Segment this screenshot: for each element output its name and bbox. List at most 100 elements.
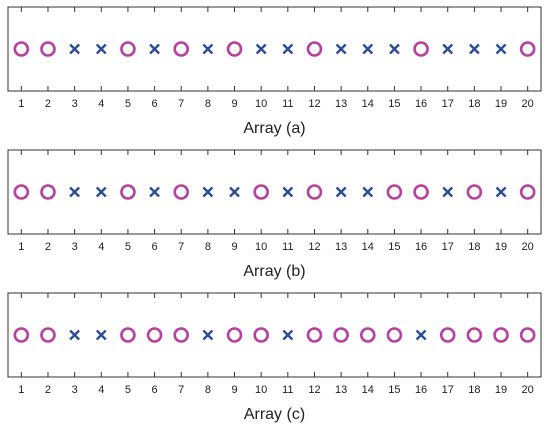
cross-marker — [335, 186, 347, 198]
x-tick-label: 17 — [442, 384, 454, 396]
cross-marker — [389, 43, 400, 55]
x-tick-label: 12 — [308, 384, 320, 396]
plot-frame — [7, 6, 542, 92]
x-tick-label: 13 — [335, 384, 347, 396]
x-tick-label: 19 — [495, 241, 507, 253]
x-axis-label: Array (a) — [243, 120, 305, 137]
x-tick-label: 16 — [415, 98, 427, 110]
x-tick-label: 18 — [468, 241, 480, 253]
cross-marker — [495, 186, 507, 198]
x-tick-label: 4 — [98, 384, 104, 396]
circle-marker — [306, 41, 323, 57]
cross-marker — [229, 186, 240, 198]
cross-marker — [282, 186, 294, 198]
x-tick-label: 20 — [522, 384, 534, 396]
x-tick-label: 2 — [45, 241, 51, 253]
x-tick-label: 19 — [495, 384, 507, 396]
cross-marker — [95, 329, 107, 341]
x-tick-label: 16 — [415, 384, 427, 396]
x-tick-label: 1 — [18, 241, 24, 253]
x-tick-label: 5 — [125, 241, 131, 253]
circle-marker — [333, 327, 349, 343]
x-tick-label: 5 — [125, 98, 131, 110]
circle-marker — [386, 184, 403, 200]
x-tick-label: 9 — [231, 384, 237, 396]
cross-marker — [95, 186, 107, 198]
cross-marker — [69, 43, 80, 55]
plot-frame — [7, 149, 542, 235]
circle-marker — [173, 327, 190, 343]
x-tick-label: 11 — [282, 98, 293, 110]
circle-marker — [493, 327, 509, 343]
x-tick-label: 4 — [98, 98, 104, 110]
cross-marker — [69, 186, 80, 198]
cross-marker — [282, 43, 294, 55]
x-tick-label: 9 — [231, 98, 237, 110]
plot-frame — [7, 292, 542, 378]
cross-marker — [69, 329, 80, 341]
x-tick-label: 11 — [282, 384, 293, 396]
x-tick-label: 10 — [255, 98, 267, 110]
x-tick-label: 8 — [205, 98, 211, 110]
circle-marker — [13, 184, 30, 200]
x-tick-label: 14 — [362, 98, 374, 110]
x-tick-label: 8 — [205, 241, 211, 253]
cross-marker — [442, 43, 454, 55]
cross-marker — [335, 43, 347, 55]
circle-marker — [466, 327, 483, 343]
x-tick-label: 20 — [522, 98, 534, 110]
x-tick-label: 11 — [282, 241, 293, 253]
x-tick-label: 17 — [442, 241, 454, 253]
x-tick-label: 3 — [72, 98, 78, 110]
circle-marker — [253, 184, 269, 200]
circle-marker — [226, 41, 243, 57]
x-tick-label: 10 — [255, 241, 267, 253]
x-tick-label: 4 — [98, 241, 104, 253]
circle-marker — [13, 327, 30, 343]
x-tick-label: 12 — [308, 241, 320, 253]
x-axis-label: Array (b) — [243, 263, 305, 280]
x-tick-label: 14 — [362, 384, 374, 396]
x-axis-label: Array (c) — [244, 406, 305, 423]
cross-marker — [415, 329, 427, 341]
cross-marker — [469, 43, 480, 55]
x-tick-label: 13 — [335, 98, 347, 110]
x-tick-label: 10 — [255, 384, 267, 396]
x-tick-label: 9 — [231, 241, 237, 253]
x-tick-label: 15 — [388, 98, 400, 110]
x-tick-label: 2 — [45, 98, 51, 110]
x-tick-label: 3 — [72, 384, 78, 396]
circle-marker — [466, 184, 483, 200]
circle-marker — [439, 327, 456, 343]
x-tick-label: 1 — [18, 384, 24, 396]
cross-marker — [362, 43, 374, 55]
cross-marker — [442, 186, 454, 198]
cross-marker — [255, 43, 267, 55]
x-tick-label: 18 — [468, 98, 480, 110]
x-tick-label: 20 — [522, 241, 534, 253]
circle-marker — [253, 327, 269, 343]
circle-marker — [40, 327, 56, 343]
cross-marker — [495, 43, 507, 55]
x-tick-label: 15 — [388, 384, 400, 396]
x-tick-label: 15 — [388, 241, 400, 253]
x-tick-label: 6 — [152, 241, 158, 253]
circle-marker — [359, 327, 376, 343]
circle-marker — [120, 184, 136, 200]
x-tick-label: 1 — [18, 98, 24, 110]
x-tick-label: 3 — [72, 241, 78, 253]
circle-marker — [173, 41, 190, 57]
x-tick-label: 6 — [152, 98, 158, 110]
circle-marker — [120, 41, 136, 57]
x-tick-label: 18 — [468, 384, 480, 396]
x-tick-label: 8 — [205, 384, 211, 396]
circle-marker — [146, 327, 163, 343]
x-tick-label: 7 — [178, 384, 184, 396]
x-tick-label: 16 — [415, 241, 427, 253]
circle-marker — [519, 41, 536, 57]
x-tick-label: 7 — [178, 241, 184, 253]
x-tick-label: 12 — [308, 98, 320, 110]
circle-marker — [519, 184, 536, 200]
x-tick-label: 7 — [178, 98, 184, 110]
x-tick-label: 17 — [442, 98, 454, 110]
